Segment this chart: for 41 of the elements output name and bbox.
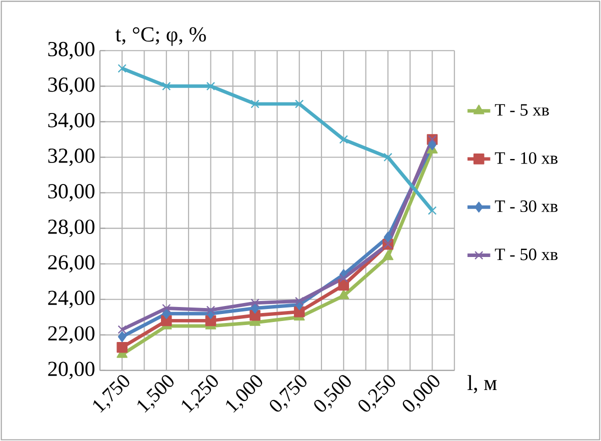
point — [116, 342, 128, 353]
y-tick-label: 30,00 — [48, 184, 94, 202]
y-tick-label: 36,00 — [48, 77, 94, 95]
y-tick-label: 34,00 — [48, 112, 94, 130]
point — [118, 64, 126, 73]
point — [162, 82, 171, 91]
y-tick-label: 32,00 — [48, 148, 94, 166]
y-axis-title: t, °C; φ, % — [116, 27, 206, 46]
point — [339, 135, 348, 144]
point — [250, 298, 260, 308]
point — [118, 325, 126, 334]
legend-label: T - 5 хв — [494, 104, 549, 116]
point — [294, 100, 304, 108]
y-tick-label: 20,00 — [48, 362, 94, 380]
point — [428, 206, 437, 215]
point — [294, 296, 304, 306]
point — [250, 100, 260, 108]
point — [162, 308, 171, 319]
point — [118, 331, 126, 342]
point — [384, 232, 392, 243]
legend-label: T - 50 хв — [494, 248, 558, 260]
point — [161, 315, 172, 326]
y-tick-label: 26,00 — [48, 255, 94, 273]
y-tick-label: 22,00 — [48, 326, 94, 344]
point — [206, 306, 216, 314]
point — [428, 139, 436, 150]
y-tick-label: 38,00 — [48, 42, 94, 60]
x-axis-title: l, м — [468, 375, 497, 394]
legend-label: T - 10 хв — [494, 152, 558, 164]
point — [250, 302, 260, 314]
point — [250, 310, 260, 321]
point — [338, 280, 350, 291]
point — [384, 152, 392, 162]
point — [339, 274, 348, 282]
point — [162, 304, 171, 313]
legend-label: T - 30 хв — [494, 200, 558, 212]
y-tick-label: 28,00 — [48, 220, 94, 238]
point — [382, 250, 394, 260]
y-tick-label: 24,00 — [48, 290, 94, 308]
point — [206, 82, 216, 91]
point — [338, 290, 350, 300]
